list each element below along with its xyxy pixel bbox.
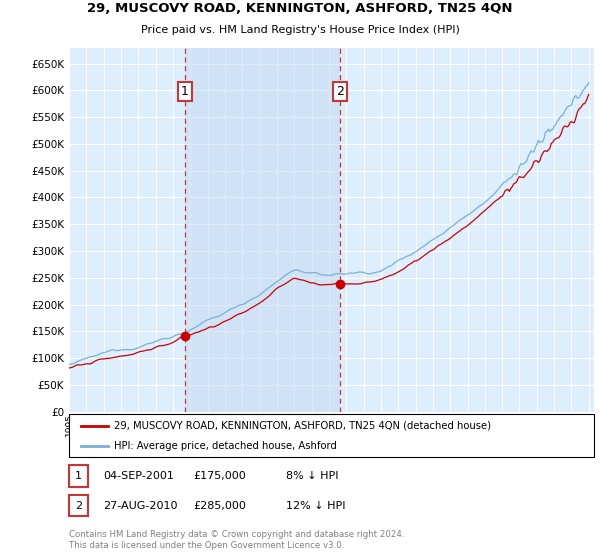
Text: £175,000: £175,000 [193, 471, 246, 481]
Bar [185, 48, 340, 412]
Text: 2: 2 [75, 501, 82, 511]
Text: 29, MUSCOVY ROAD, KENNINGTON, ASHFORD, TN25 4QN (detached house): 29, MUSCOVY ROAD, KENNINGTON, ASHFORD, T… [114, 421, 491, 431]
Text: 1: 1 [181, 85, 188, 98]
Text: 1: 1 [75, 471, 82, 481]
Text: 27-AUG-2010: 27-AUG-2010 [103, 501, 178, 511]
Text: 2: 2 [336, 85, 344, 98]
Text: Contains HM Land Registry data © Crown copyright and database right 2024.
This d: Contains HM Land Registry data © Crown c… [69, 530, 404, 550]
Text: 04-SEP-2001: 04-SEP-2001 [103, 471, 174, 481]
Text: 29, MUSCOVY ROAD, KENNINGTON, ASHFORD, TN25 4QN: 29, MUSCOVY ROAD, KENNINGTON, ASHFORD, T… [87, 2, 513, 15]
Text: HPI: Average price, detached house, Ashford: HPI: Average price, detached house, Ashf… [114, 441, 337, 451]
Text: 12% ↓ HPI: 12% ↓ HPI [286, 501, 346, 511]
Text: Price paid vs. HM Land Registry's House Price Index (HPI): Price paid vs. HM Land Registry's House … [140, 25, 460, 35]
Text: 8% ↓ HPI: 8% ↓ HPI [286, 471, 339, 481]
Text: £285,000: £285,000 [193, 501, 246, 511]
